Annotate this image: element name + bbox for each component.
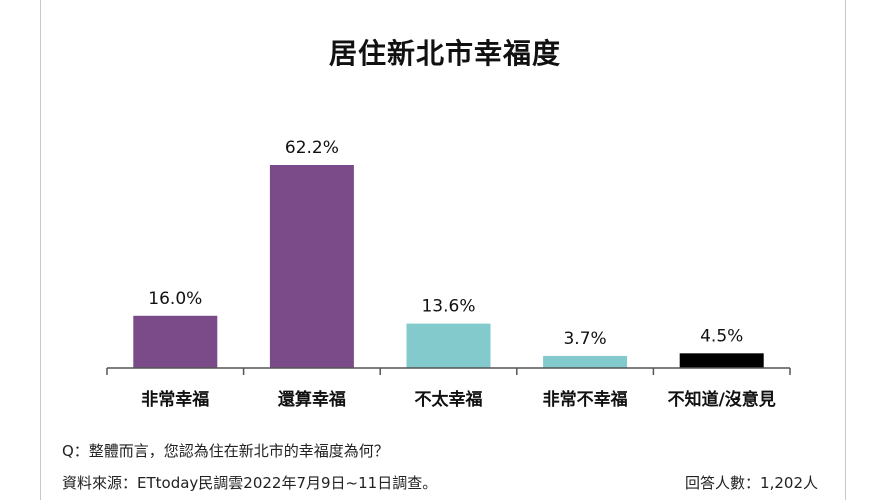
category-label: 非常幸福 (141, 389, 209, 410)
data-label: 16.0% (148, 289, 202, 309)
data-source: 資料來源：ETtoday民調雲2022年7月9日~11日調查。 (62, 474, 438, 492)
data-label: 4.5% (700, 326, 743, 346)
data-label: 13.6% (421, 297, 475, 317)
survey-question: Q：整體而言，您認為住在新北市的幸福度為何？ (62, 442, 389, 460)
category-label: 還算幸福 (278, 389, 346, 410)
bar (133, 315, 218, 368)
bar (679, 353, 764, 368)
category-label: 非常不幸福 (543, 389, 628, 410)
bar (269, 165, 354, 368)
chart-frame (40, 0, 846, 500)
bar (543, 355, 628, 368)
chart-title: 居住新北市幸福度 (328, 37, 561, 70)
category-label: 不太幸福 (415, 389, 483, 410)
respondent-count: 回答人數：1,202人 (685, 474, 818, 492)
data-label: 3.7% (563, 329, 606, 349)
bar (406, 323, 491, 368)
data-label: 62.2% (285, 138, 339, 158)
category-label: 不知道/沒意見 (668, 389, 776, 410)
